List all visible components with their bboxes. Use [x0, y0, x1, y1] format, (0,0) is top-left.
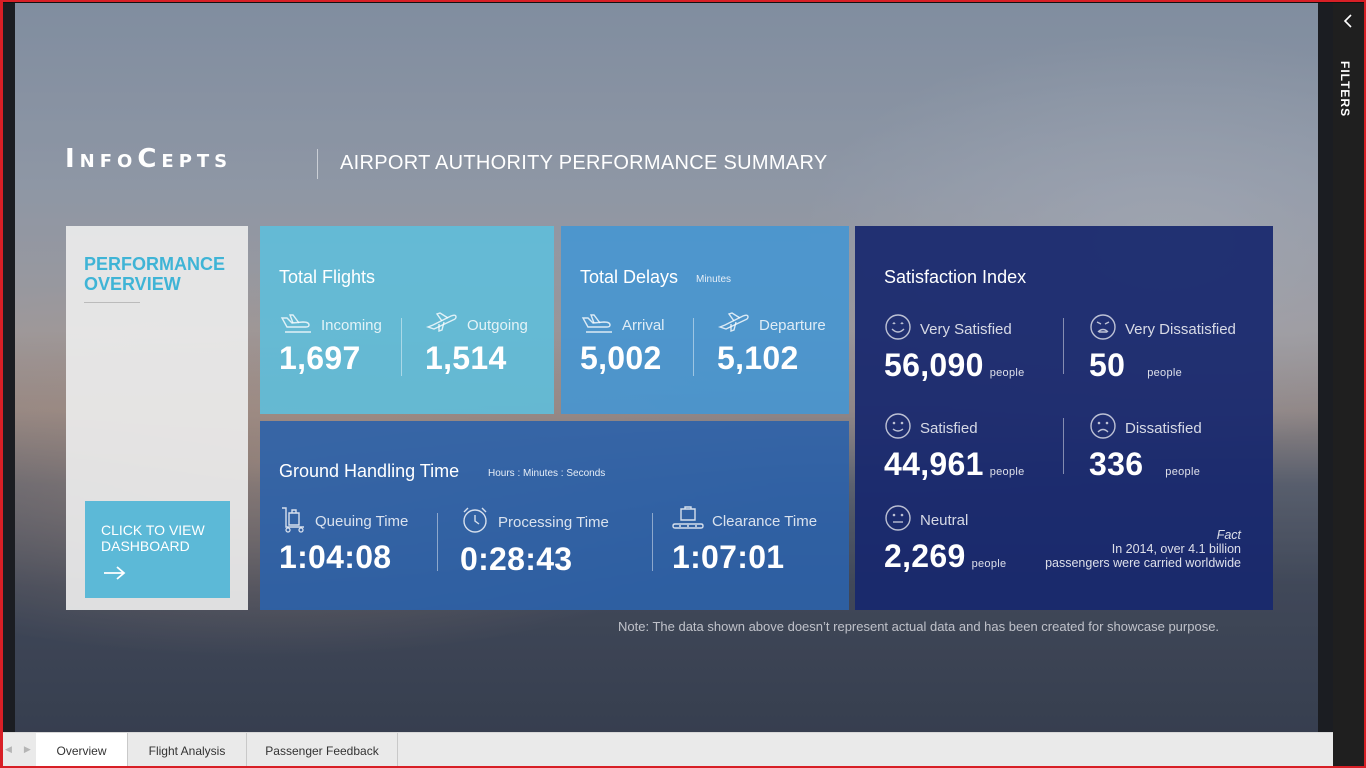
performance-overview-title: PERFORMANCE OVERVIEW	[84, 254, 226, 294]
tab-scroll-arrows[interactable]: ◀▶	[5, 744, 43, 754]
view-dashboard-label: CLICK TO VIEW DASHBOARD	[101, 522, 205, 554]
dissatisfied-metric: Dissatisfied 336 people	[1089, 412, 1202, 483]
satisfied-face-icon	[884, 412, 912, 444]
processing-label: Processing Time	[498, 513, 609, 531]
performance-overview-card: PERFORMANCE OVERVIEW CLICK TO VIEW DASHB…	[66, 226, 248, 610]
disclaimer-note: Note: The data shown above doesn’t repre…	[618, 619, 1220, 634]
dissatisfied-face-icon	[1089, 412, 1117, 444]
ground-handling-title: Ground Handling Time	[279, 461, 460, 481]
satisfied-metric: Satisfied 44,961 people	[884, 412, 1025, 483]
fact-line-2: passengers were carried worldwide	[1045, 556, 1241, 570]
luggage-cart-icon	[279, 505, 307, 537]
filters-label: FILTERS	[1338, 61, 1352, 118]
clearance-label: Clearance Time	[712, 512, 818, 530]
divider	[652, 513, 653, 571]
tab-overview[interactable]: Overview	[36, 733, 128, 767]
queuing-value: 1:04:08	[279, 539, 392, 575]
arrival-label: Arrival	[622, 316, 665, 334]
report-canvas: InfoCepts AIRPORT AUTHORITY PERFORMANCE …	[3, 3, 1333, 732]
people-unit: people	[971, 558, 1007, 570]
very-satisfied-face-icon	[884, 313, 912, 345]
incoming-value: 1,697	[279, 340, 361, 376]
divider	[1063, 318, 1064, 374]
very-satisfied-label: Very Satisfied	[920, 320, 1012, 338]
infocepts-logo: InfoCepts	[65, 144, 233, 174]
baggage-conveyor-icon	[672, 505, 704, 537]
chevron-left-icon[interactable]	[1340, 13, 1356, 34]
satisfaction-title: Satisfaction Index	[884, 267, 1027, 287]
very-satisfied-value: 56,090	[884, 347, 984, 383]
divider	[693, 318, 694, 376]
title-separator	[317, 149, 318, 179]
title-underline	[84, 302, 140, 303]
total-delays-card: Total Delays Minutes Arrival 5,002	[561, 226, 849, 414]
alarm-clock-icon	[460, 505, 490, 539]
very-dissatisfied-value: 50	[1089, 347, 1126, 383]
very-dissatisfied-face-icon	[1089, 313, 1117, 345]
plane-takeoff-icon	[717, 312, 751, 338]
people-unit: people	[1165, 466, 1201, 478]
people-unit: people	[989, 466, 1025, 478]
people-unit: people	[1147, 367, 1183, 379]
clearance-value: 1:07:01	[672, 539, 785, 575]
departure-label: Departure	[759, 316, 826, 334]
divider	[401, 318, 402, 376]
processing-value: 0:28:43	[460, 541, 573, 577]
outgoing-value: 1,514	[425, 340, 507, 376]
departure-metric: Departure 5,102	[717, 312, 826, 377]
total-flights-card: Total Flights Incoming 1,697	[260, 226, 554, 414]
plane-landing-icon	[279, 312, 313, 338]
total-flights-title: Total Flights	[279, 267, 376, 287]
plane-landing-icon	[580, 312, 614, 338]
queuing-label: Queuing Time	[315, 512, 409, 530]
satisfaction-index-card: Satisfaction Index Very Satisfied 56,090…	[855, 226, 1273, 610]
divider	[437, 513, 438, 571]
queuing-metric: Queuing Time 1:04:08	[279, 505, 408, 576]
satisfied-label: Satisfied	[920, 419, 978, 437]
neutral-label: Neutral	[920, 511, 969, 529]
neutral-face-icon	[884, 504, 912, 536]
page-title: AIRPORT AUTHORITY PERFORMANCE SUMMARY	[340, 152, 828, 174]
dissatisfied-label: Dissatisfied	[1125, 419, 1202, 437]
outgoing-label: Outgoing	[467, 316, 528, 334]
fact-note: Fact In 2014, over 4.1 billion passenger…	[1045, 528, 1241, 570]
tab-flight-analysis[interactable]: Flight Analysis	[128, 733, 247, 767]
people-unit: people	[989, 367, 1025, 379]
departure-value: 5,102	[717, 340, 799, 376]
filters-pane[interactable]: FILTERS	[1333, 3, 1364, 766]
view-dashboard-button[interactable]: CLICK TO VIEW DASHBOARD	[85, 501, 230, 598]
report-page: InfoCepts AIRPORT AUTHORITY PERFORMANCE …	[15, 3, 1318, 732]
fact-line-1: In 2014, over 4.1 billion	[1111, 542, 1241, 556]
arrival-metric: Arrival 5,002	[580, 312, 665, 377]
arrow-right-icon	[103, 565, 127, 586]
neutral-value: 2,269	[884, 538, 966, 574]
plane-takeoff-icon	[425, 312, 459, 338]
total-delays-title: Total Delays	[580, 267, 679, 287]
satisfied-value: 44,961	[884, 446, 984, 482]
page-tab-bar: ◀▶ Overview Flight Analysis Passenger Fe…	[3, 732, 1333, 767]
ground-handling-card: Ground Handling Time Hours : Minutes : S…	[260, 421, 849, 610]
arrival-value: 5,002	[580, 340, 662, 376]
clearance-metric: Clearance Time 1:07:01	[672, 505, 817, 576]
ground-handling-unit: Hours : Minutes : Seconds	[488, 468, 606, 479]
dissatisfied-value: 336	[1089, 446, 1144, 482]
incoming-label: Incoming	[321, 316, 382, 334]
processing-metric: Processing Time 0:28:43	[460, 505, 609, 578]
fact-label: Fact	[1216, 528, 1241, 542]
tab-passenger-feedback[interactable]: Passenger Feedback	[247, 733, 398, 767]
very-dissatisfied-metric: Very Dissatisfied 50 people	[1089, 313, 1236, 384]
neutral-metric: Neutral 2,269 people	[884, 504, 1006, 575]
delays-unit: Minutes	[696, 274, 732, 285]
outgoing-metric: Outgoing 1,514	[425, 312, 528, 377]
incoming-metric: Incoming 1,697	[279, 312, 382, 377]
very-dissatisfied-label: Very Dissatisfied	[1125, 320, 1236, 338]
very-satisfied-metric: Very Satisfied 56,090 people	[884, 313, 1025, 384]
divider	[1063, 418, 1064, 474]
